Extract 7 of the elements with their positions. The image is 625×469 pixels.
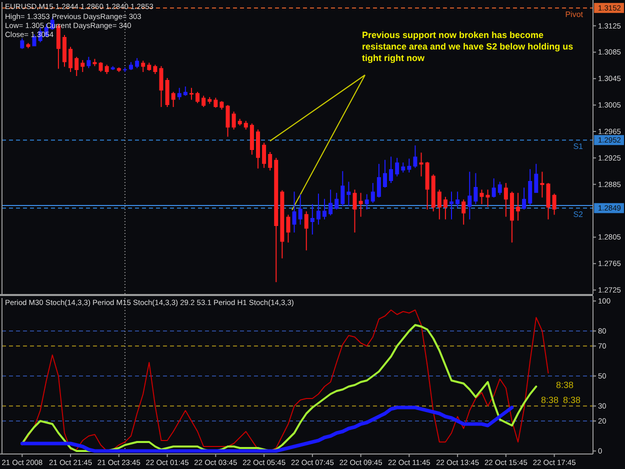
annotation: 8:38: [563, 395, 581, 405]
ref-line-label: Pivot: [565, 10, 584, 19]
ref-line-label: S2: [573, 210, 584, 220]
annotation: 8:38: [541, 395, 559, 405]
annotation: Previous support now broken has become resistance area and we have S2 below holding us tight right now: [362, 30, 574, 63]
ref-line-label: S1: [573, 142, 584, 152]
annotation: 8:38: [556, 380, 574, 390]
